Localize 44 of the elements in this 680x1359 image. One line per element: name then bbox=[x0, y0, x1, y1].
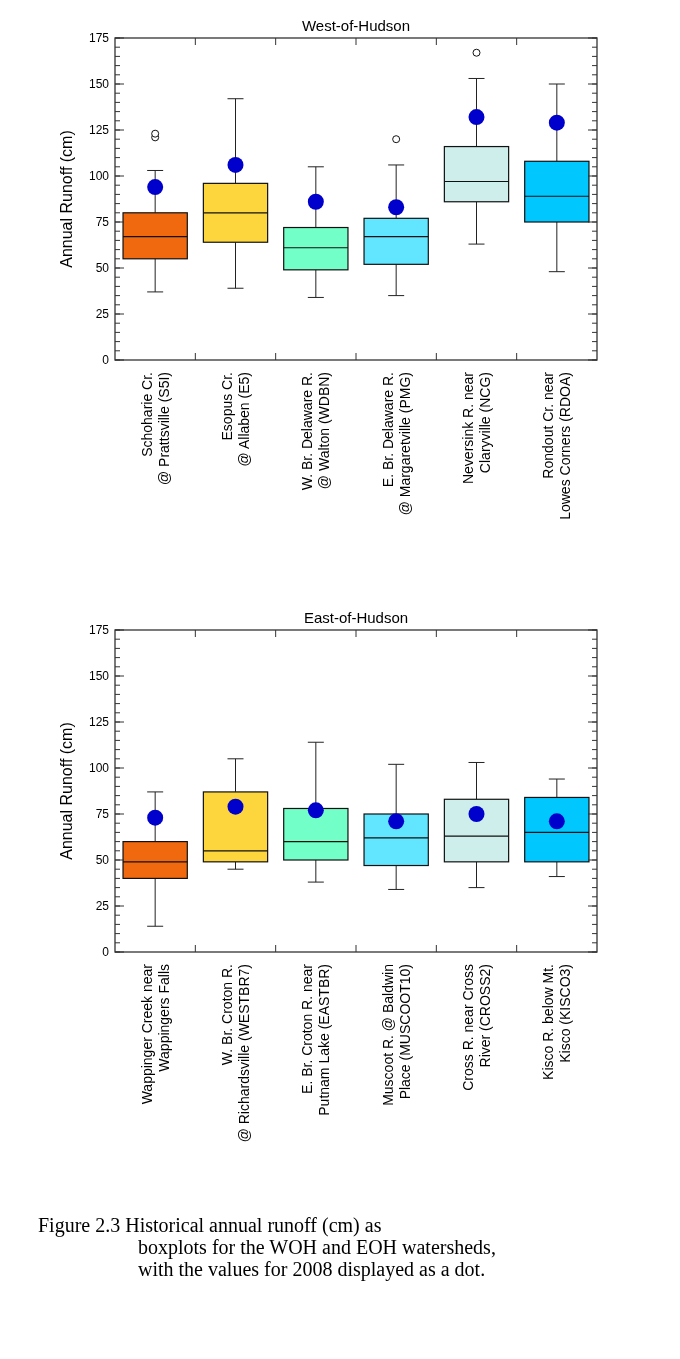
y-tick-label: 50 bbox=[95, 853, 110, 867]
point bbox=[468, 109, 485, 126]
caption: Figure 2.3 Historical annual runoff (cm) as boxplots for the WOH and EOH watersheds, with the values for 2008 displayed as a dot. bbox=[38, 1214, 496, 1281]
y-tick-label: 100 bbox=[88, 169, 110, 183]
y-tick-label: 175 bbox=[88, 31, 110, 45]
x-tick-label: Muscoot R. @ Baldwin Place (MUSCOOT10) bbox=[379, 964, 413, 1106]
x-tick-label: E. Br. Delaware R. @ Margaretville (PMG) bbox=[379, 372, 413, 516]
point bbox=[147, 179, 164, 196]
y-tick-label: 150 bbox=[88, 77, 110, 91]
point bbox=[468, 806, 485, 822]
y-tick-label: 125 bbox=[88, 123, 110, 137]
x-tick-label: Neversink R. near Claryville (NCG) bbox=[460, 371, 493, 485]
y-tick-label: 75 bbox=[95, 215, 110, 229]
y-axis-title: Annual Runoff (cm) bbox=[58, 722, 75, 860]
x-tick-label: W. Br. Delaware R. @ Walton (WDBN) bbox=[299, 372, 333, 491]
point bbox=[307, 193, 324, 210]
y-tick-label: 100 bbox=[88, 761, 110, 775]
point bbox=[147, 809, 164, 826]
point bbox=[548, 114, 565, 131]
x-tick-label: Rondout Cr. near Lowes Corners (RDOA) bbox=[540, 371, 574, 520]
y-tick-label: 75 bbox=[95, 807, 110, 821]
y-tick-label: 125 bbox=[88, 715, 110, 729]
chart-title: West-of-Hudson bbox=[301, 17, 411, 34]
x-tick-label: Kisco R. below Mt. Kisco (KISCO3) bbox=[540, 964, 574, 1080]
x-tick-label: Esopus Cr. @ Allaben (E5) bbox=[219, 372, 252, 467]
chart-title: East-of-Hudson bbox=[303, 609, 409, 626]
y-tick-label: 25 bbox=[95, 899, 110, 913]
x-tick-label: E. Br. Croton R. near Putnam Lake (EASTBR) bbox=[299, 963, 333, 1116]
point bbox=[388, 813, 405, 830]
y-tick-label: 25 bbox=[95, 307, 110, 321]
y-tick-label: 0 bbox=[102, 353, 110, 367]
x-tick-label: W. Br. Croton R. @ Richardsville (WESTBR7) bbox=[219, 964, 252, 1143]
point bbox=[388, 199, 405, 216]
y-tick-label: 175 bbox=[88, 623, 110, 637]
point bbox=[227, 798, 244, 815]
y-tick-label: 50 bbox=[95, 261, 110, 275]
y-tick-label: 150 bbox=[88, 669, 110, 683]
point bbox=[227, 156, 244, 173]
x-tick-label: Cross R. near Cross River (CROSS2) bbox=[460, 964, 493, 1091]
x-tick-label: Schoharie Cr. @ Prattsville (S5I) bbox=[138, 372, 172, 486]
x-tick-label: Wappinger Creek near Wappingers Falls bbox=[138, 963, 172, 1105]
y-tick-label: 0 bbox=[102, 945, 110, 959]
point bbox=[307, 802, 324, 819]
y-axis-title: Annual Runoff (cm) bbox=[58, 130, 75, 268]
